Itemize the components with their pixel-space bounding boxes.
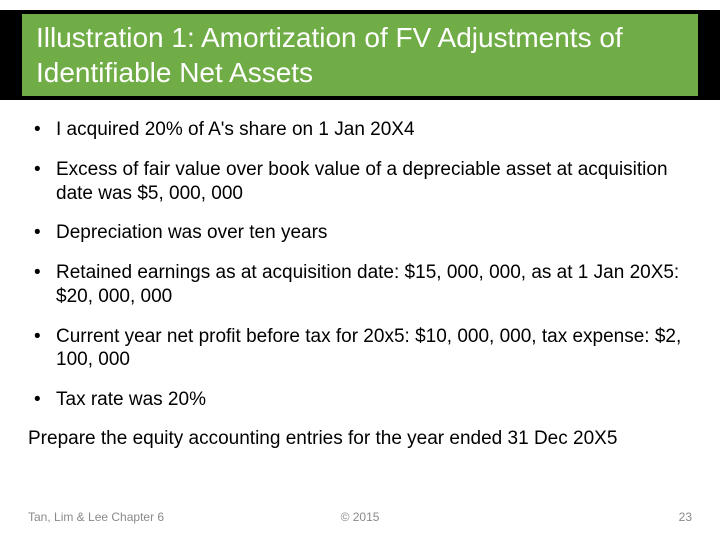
slide-title: Illustration 1: Amortization of FV Adjus… (36, 20, 684, 90)
slide-body: I acquired 20% of A's share on 1 Jan 20X… (28, 118, 692, 450)
footer: Tan, Lim & Lee Chapter 6 © 2015 23 (28, 510, 692, 524)
slide: Illustration 1: Amortization of FV Adjus… (0, 0, 720, 540)
bullet-item: Excess of fair value over book value of … (28, 158, 692, 206)
bullet-item: Depreciation was over ten years (28, 221, 692, 245)
footer-right: 23 (679, 510, 692, 524)
instruction-text: Prepare the equity accounting entries fo… (28, 428, 692, 450)
footer-center: © 2015 (341, 510, 380, 524)
footer-left: Tan, Lim & Lee Chapter 6 (28, 510, 164, 524)
bullet-item: Current year net profit before tax for 2… (28, 325, 692, 373)
title-box: Illustration 1: Amortization of FV Adjus… (22, 14, 698, 96)
bullet-item: Tax rate was 20% (28, 388, 692, 412)
bullet-list: I acquired 20% of A's share on 1 Jan 20X… (28, 118, 692, 412)
bullet-item: I acquired 20% of A's share on 1 Jan 20X… (28, 118, 692, 142)
bullet-item: Retained earnings as at acquisition date… (28, 261, 692, 309)
